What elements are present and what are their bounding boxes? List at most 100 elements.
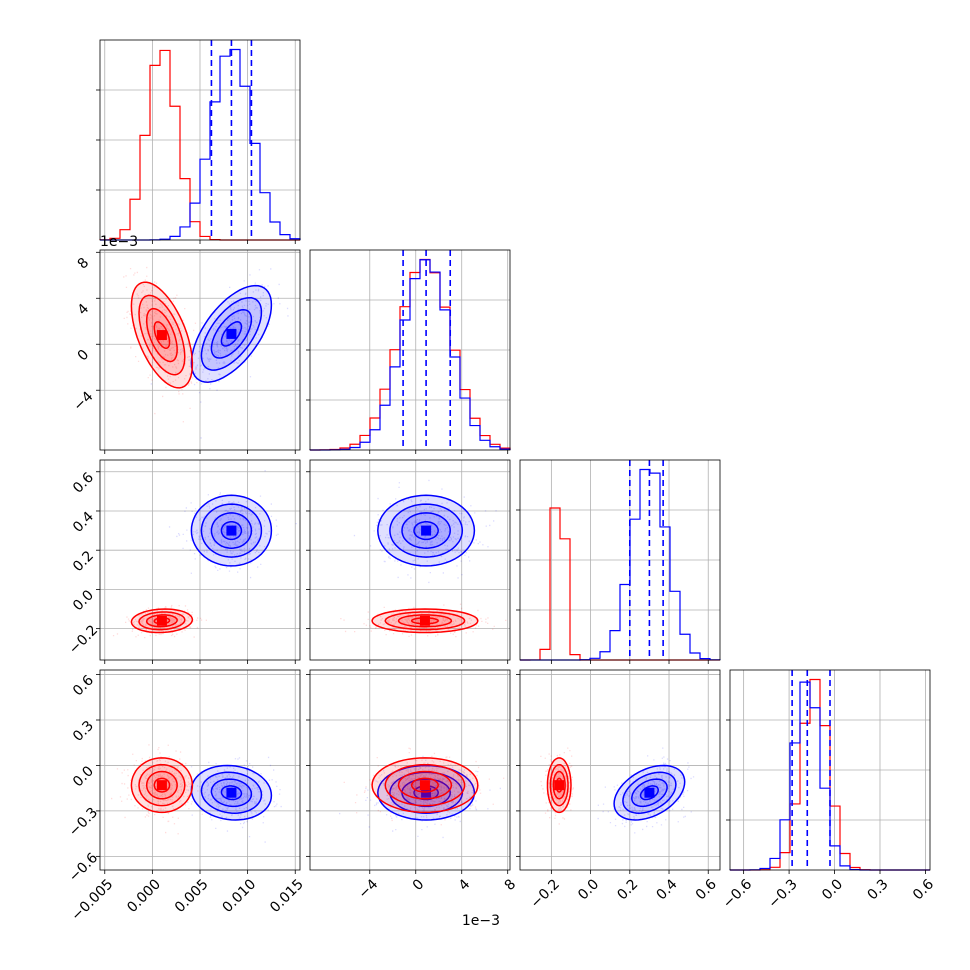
- contour-line: [397, 770, 453, 800]
- scatter-panel-2-0: [99, 459, 301, 661]
- plot-area: [111, 744, 282, 843]
- x-tick-label: 0.005: [172, 876, 212, 916]
- x-offset-label: 1e−3: [462, 913, 500, 929]
- contour-line: [552, 770, 566, 800]
- scatter-panel-2-1: [309, 459, 511, 661]
- panel-frame: [729, 669, 931, 871]
- contour-line: [138, 611, 186, 631]
- contour-line: [138, 763, 186, 807]
- y-tick-label: 4: [75, 301, 93, 319]
- density-peak: [156, 615, 167, 626]
- contour-line: [210, 512, 253, 549]
- contour-line: [384, 611, 466, 631]
- contour-line: [210, 778, 253, 808]
- density-peak: [156, 780, 167, 791]
- panel-frame: [309, 669, 511, 871]
- y-tick-label: 0.6: [70, 469, 97, 496]
- contour-line: [130, 757, 194, 814]
- panel-frame: [519, 669, 721, 871]
- x-tick-label: 8: [502, 876, 520, 894]
- histogram-series-0: [309, 259, 511, 451]
- contour-line: [200, 503, 263, 558]
- density-peak: [226, 787, 237, 798]
- contour-line: [130, 608, 194, 634]
- x-tick-label: 0.000: [124, 876, 164, 916]
- plot-area: [339, 747, 505, 839]
- histogram-panel-3: [726, 669, 931, 871]
- x-tick-label: 0.0: [819, 876, 846, 903]
- density-peak: [419, 780, 430, 791]
- panel-frame: [519, 459, 721, 661]
- histogram-panel-2: [516, 459, 721, 661]
- y-tick-label: 0.3: [70, 718, 97, 745]
- contour-line: [200, 296, 263, 371]
- x-tick-label: 0: [410, 876, 428, 894]
- contour-line: [145, 614, 178, 628]
- density-peak: [644, 787, 655, 798]
- contour-line: [371, 608, 479, 634]
- scatter-panel-3-1: [309, 669, 511, 871]
- plot-area: [540, 747, 695, 834]
- y-tick-label: 0.6: [70, 672, 97, 699]
- plot-area: [112, 470, 297, 639]
- contour-line: [145, 770, 178, 800]
- x-tick-label: 0.3: [865, 876, 892, 903]
- scatter-points-series-0: [150, 268, 289, 439]
- contour-line: [410, 617, 439, 625]
- contour-line: [413, 521, 439, 541]
- y-offset-label: 1e−3: [100, 234, 138, 250]
- contour-line: [410, 777, 439, 793]
- y-tick-label: 0.2: [70, 548, 97, 575]
- contour-line: [200, 771, 263, 814]
- x-tick-label: 0.4: [654, 876, 681, 903]
- contour-line: [622, 771, 677, 814]
- y-tick-label: −0.2: [66, 622, 101, 657]
- density-peak: [419, 615, 430, 626]
- density-peak: [226, 525, 237, 536]
- contour-line: [631, 778, 668, 808]
- density-peak: [156, 330, 167, 341]
- density-peak: [554, 780, 565, 791]
- scatter-panel-1-0: [99, 249, 301, 451]
- contour-line: [130, 281, 194, 389]
- scatter-points-series-0: [171, 756, 282, 843]
- panel-frame: [309, 459, 511, 661]
- x-tick-label: 0.2: [614, 876, 641, 903]
- scatter-panel-3-0: [99, 669, 301, 871]
- contour-line: [377, 494, 476, 567]
- contour-line: [220, 785, 243, 801]
- density-peak: [226, 328, 237, 339]
- y-tick-label: 8: [75, 255, 93, 273]
- x-tick-label: 0.015: [267, 876, 307, 916]
- x-tick-label: −0.3: [765, 876, 800, 911]
- contour-line: [138, 294, 186, 376]
- contour-line: [389, 503, 464, 558]
- x-tick-label: 0.0: [575, 876, 602, 903]
- contour-line: [153, 321, 171, 350]
- x-tick-label: 4: [456, 876, 474, 894]
- contour-line: [397, 614, 453, 628]
- density-peak: [421, 787, 432, 798]
- plot-area: [123, 266, 289, 439]
- contour-line: [190, 494, 273, 567]
- x-tick-label: 0.6: [693, 876, 720, 903]
- histogram-panel-0: [96, 39, 301, 241]
- histogram-panel-1: [306, 249, 511, 451]
- plot-area: [340, 479, 507, 638]
- contour-line: [371, 757, 479, 814]
- panel-frame: [309, 249, 511, 451]
- x-tick-label: −4: [355, 876, 381, 902]
- y-tick-label: −0.6: [66, 850, 101, 885]
- scatter-panel-3-2: [519, 669, 721, 871]
- y-tick-label: 0.0: [70, 587, 97, 614]
- contour-line: [153, 777, 171, 793]
- contour-line: [145, 307, 178, 363]
- density-peak: [421, 525, 432, 536]
- contour-line: [401, 512, 451, 549]
- y-tick-label: −0.3: [66, 805, 101, 840]
- x-tick-label: 0.010: [220, 876, 260, 916]
- contour-line: [546, 757, 572, 814]
- y-tick-label: −4: [71, 389, 97, 415]
- contour-line: [220, 521, 243, 541]
